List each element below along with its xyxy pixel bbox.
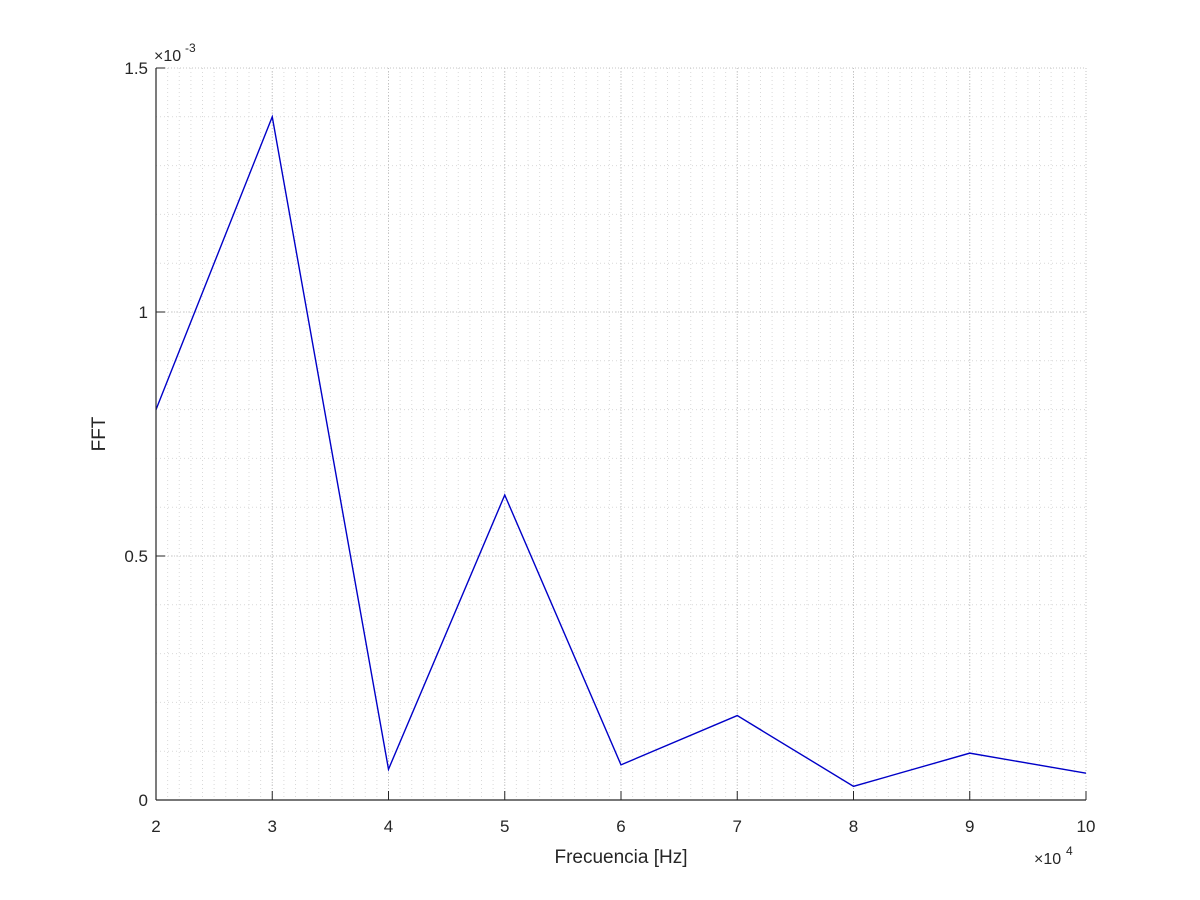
y-tick-label: 1 [139,303,148,322]
svg-text:×10: ×10 [1034,851,1061,868]
x-tick-label: 2 [151,817,160,836]
x-tick-label: 8 [849,817,858,836]
y-axis-label: FFT [89,416,110,451]
x-tick-label: 3 [268,817,277,836]
x-tick-label: 9 [965,817,974,836]
y-tick-label: 0.5 [124,547,148,566]
svg-text:4: 4 [1066,844,1073,858]
svg-text:×10: ×10 [154,48,181,65]
x-tick-label: 4 [384,817,393,836]
x-axis-label: Frecuencia [Hz] [554,847,687,868]
tick-labels: 2 3 4 5 6 7 8 9 10 0 0.5 1 1.5 [124,59,1095,836]
y-tick-label: 0 [139,791,148,810]
x-tick-label: 5 [500,817,509,836]
x-tick-label: 7 [733,817,742,836]
axes-layer [155,67,1087,801]
x-exponent-label: ×10 4 [1034,844,1073,868]
x-tick-label: 6 [616,817,625,836]
svg-text:-3: -3 [185,41,196,55]
y-exponent-label: ×10 -3 [154,41,196,65]
x-tick-label: 10 [1077,817,1096,836]
y-tick-label: 1.5 [124,59,148,78]
